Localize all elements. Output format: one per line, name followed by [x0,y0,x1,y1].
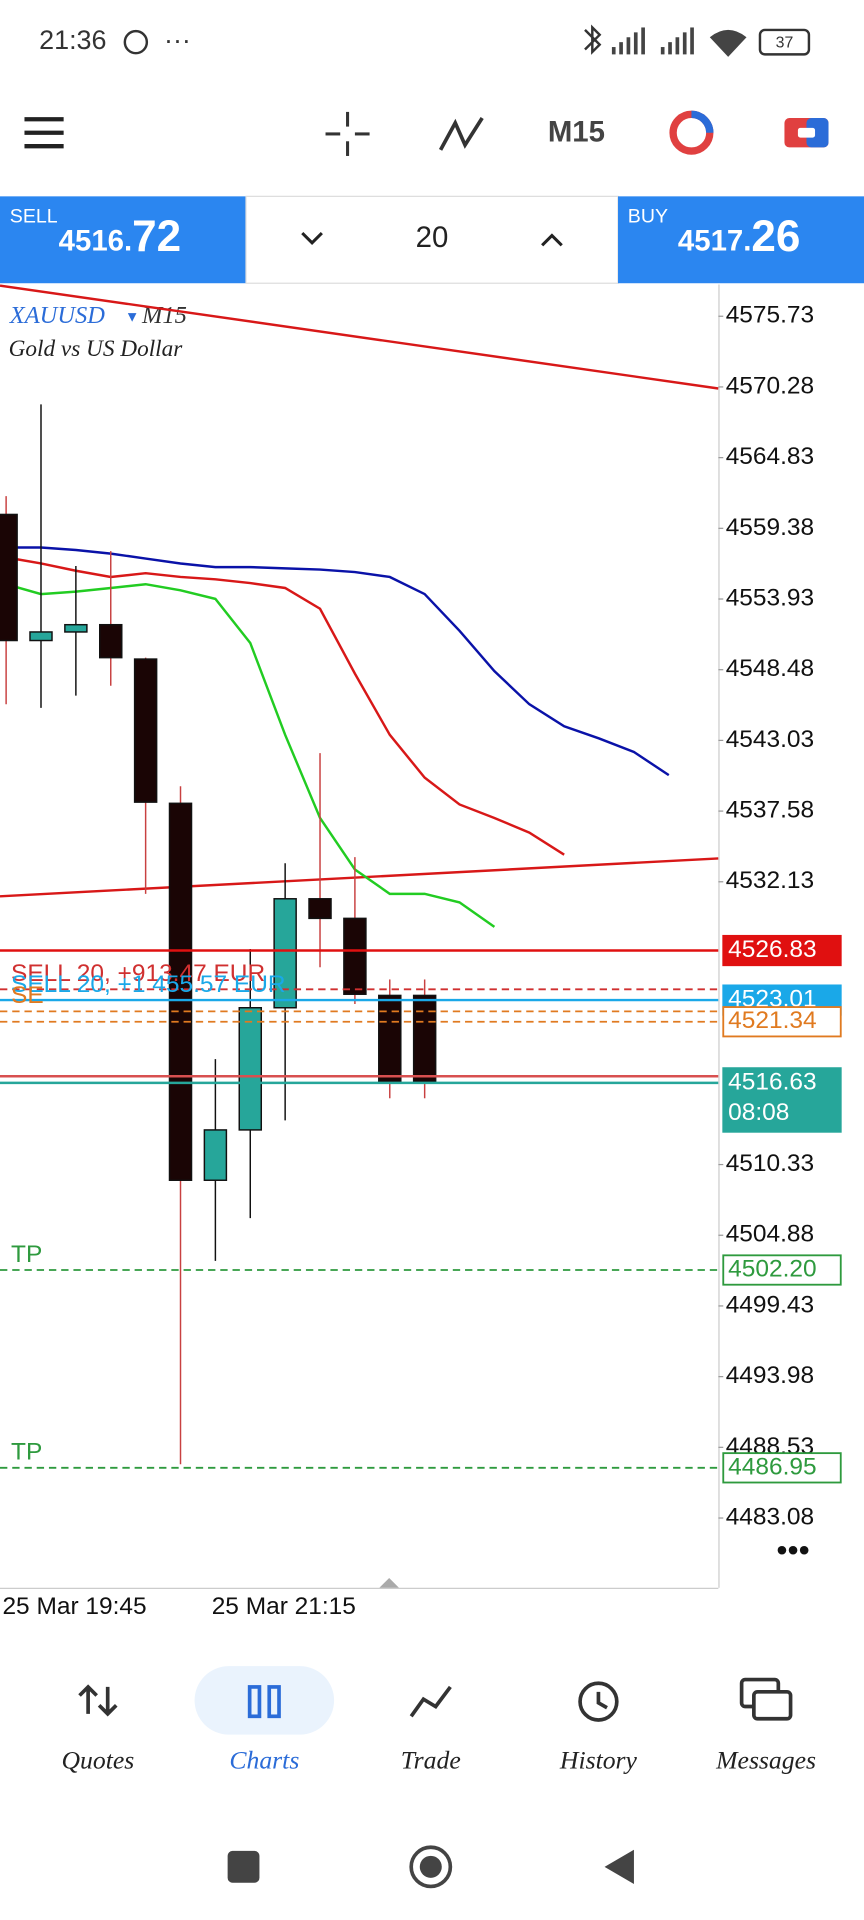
level-label: TP [11,1439,42,1466]
whatsapp-icon [123,29,149,55]
price-tag-timer: 08:08 [728,1099,789,1126]
candle-body [168,802,193,1181]
x-tick-label: 25 Mar 19:45 [2,1593,146,1620]
nav-tab[interactable]: Charts [229,1746,299,1775]
lot-value[interactable]: 20 [416,221,449,254]
price-tag-label: 4521.34 [728,1007,816,1034]
y-tick-label: 4570.28 [726,372,814,399]
menu-button[interactable] [24,117,64,149]
nav-tab[interactable]: Messages [715,1746,816,1775]
price-tag [722,934,842,967]
candle-body [133,658,158,803]
buy-button[interactable] [618,196,864,284]
y-tick-label: 4559.38 [726,514,814,541]
symbol-dropdown: ▼ [125,309,140,325]
y-tick-label: 4493.98 [726,1362,814,1389]
crosshair-button[interactable] [325,111,370,156]
trendline [0,284,719,390]
candle-body [29,631,53,642]
level-label: TP [11,1241,42,1268]
price-tag-label: 4502.20 [728,1255,816,1282]
candle-body [308,898,332,920]
sell-button[interactable] [0,196,246,284]
y-tick-label: 4504.88 [726,1221,814,1248]
nav-tab[interactable]: Quotes [62,1746,135,1775]
lot-decrease[interactable] [301,231,323,246]
indicators-button[interactable] [438,117,484,151]
price-tag [722,1254,842,1286]
x-tick-label: 25 Mar 21:15 [212,1593,356,1620]
candle-body [273,898,297,1009]
candle-body [203,1129,228,1181]
y-tick-label: 4510.33 [726,1150,814,1177]
chart-more[interactable]: ••• [776,1532,809,1568]
level-label: SELL 20, +913.47 EUR [11,960,265,987]
candle-body [412,994,437,1084]
candle-body [378,994,402,1084]
y-tick-label: 4483.08 [726,1503,814,1530]
moving-average [5,556,565,856]
home-button[interactable] [409,1845,453,1889]
scroll-marker [379,1578,399,1588]
candle-body [238,1007,263,1131]
lot-increase[interactable] [541,233,563,247]
signal-icons [584,24,747,57]
nav-icons [78,1677,793,1722]
y-tick-label: 4553.93 [726,584,814,611]
y-tick-label: 4575.73 [726,302,814,329]
nav-tab[interactable]: History [559,1746,638,1775]
y-tick-label: 4532.13 [726,867,814,894]
y-tick-label: 4548.48 [726,655,814,682]
price-tag [722,1067,842,1133]
buy-price-big: 26 [751,212,800,261]
nav-tab[interactable]: Trade [401,1746,461,1775]
sell-price-big: 72 [132,212,181,261]
timeframe-button[interactable]: M15 [548,116,605,149]
moving-average [6,546,670,777]
price-tag-label: 4526.83 [728,936,816,963]
back-button[interactable] [604,1849,634,1884]
battery-level: 37 [776,35,794,52]
y-tick-label: 4564.83 [726,443,814,470]
y-tick-label: 4543.03 [726,726,814,753]
candle-body [0,513,18,642]
candle-body [64,623,88,633]
status-time: 21:36 [39,25,106,55]
sell-label: SELL [10,205,58,227]
more-icon: ··· [164,25,191,55]
level-label: SE [11,982,44,1009]
trendline [0,857,719,898]
moving-average [5,582,496,928]
buy-label: BUY [628,205,668,227]
price-tag [722,1452,842,1484]
price-tag [722,1006,842,1038]
price-tag-label: 4486.95 [728,1453,816,1480]
recent-apps[interactable] [227,1850,260,1883]
buy-price-main: 4517. [678,225,751,258]
chart-description: Gold vs US Dollar [9,336,184,362]
battery [758,28,811,56]
y-tick-label: 4499.43 [726,1291,814,1318]
active-tab-bg [194,1666,335,1735]
candle-body [99,623,123,659]
candle-body [343,917,367,995]
chart-symbol: XAUUSD [9,302,105,329]
price-tag-label: 4516.63 [728,1068,816,1095]
sell-price-main: 4516. [59,225,132,258]
level-label: SELL 20, +1 455.57 EUR [11,971,286,998]
y-tick-label: 4537.58 [726,797,814,824]
